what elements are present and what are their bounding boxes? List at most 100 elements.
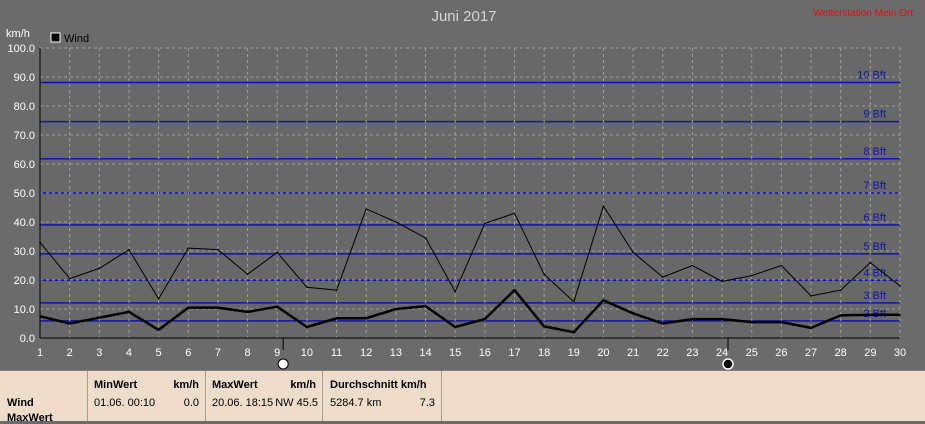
data-point-daily-mean [217,306,219,309]
data-point-daily-max [780,264,783,267]
data-point-daily-mean [157,329,160,331]
y-tick-label: 90.0 [14,72,35,84]
x-tick-label: 7 [215,347,221,359]
x-tick-label: 6 [185,347,191,359]
data-point-daily-max [306,286,308,289]
x-tick-label: 16 [479,347,491,359]
data-point-daily-mean [632,312,634,315]
data-point-daily-max [572,300,575,303]
x-tick-label: 11 [331,347,342,359]
x-tick-label: 30 [894,347,906,359]
data-point-daily-mean [39,315,41,318]
x-tick-label: 10 [301,347,313,359]
avg-distance: 5284.7 km [330,397,382,409]
data-point-daily-max [68,277,71,280]
y-tick-label: 20.0 [14,275,35,287]
data-point-daily-max [98,267,101,270]
chart-title: Juni 2017 [431,8,496,25]
y-tick-label: 60.0 [14,159,35,171]
y-axis-label: km/h [6,28,30,40]
data-point-daily-max [691,264,694,267]
x-tick-label: 17 [508,347,520,359]
data-point-daily-mean [543,325,545,328]
x-tick-label: 23 [686,347,698,359]
x-tick-label: 8 [245,347,251,359]
beaufort-label: 6 Bft [863,212,886,224]
data-point-daily-max [217,248,219,251]
data-point-daily-max [750,274,753,277]
y-tick-label: 30.0 [14,246,35,258]
data-point-daily-mean [780,321,783,323]
data-point-daily-max [513,212,516,215]
data-point-daily-mean [246,311,249,313]
x-tick-label: 2 [67,347,73,359]
x-tick-label: 18 [538,347,550,359]
max-unit: km/h [290,379,316,391]
data-point-daily-mean [276,305,279,308]
x-tick-label: 27 [805,347,817,359]
data-point-daily-max [246,273,249,276]
data-point-daily-mean [306,326,308,328]
beaufort-label: 9 Bft [863,109,886,121]
min-cell: MinWert km/h 01.06. 00:10 0.0 [88,371,206,421]
max-cell: MaxWert km/h 20.06. 18:15 NW 45.5 [206,371,323,421]
max-dir-value: NW 45.5 [275,397,318,409]
data-point-daily-mean [602,299,605,302]
data-point-daily-mean [750,321,753,323]
beaufort-label: 5 Bft [863,241,886,253]
x-tick-label: 1 [37,347,43,359]
series-daily-mean [39,288,900,334]
y-tick-label: 10.0 [14,304,35,316]
x-tick-label: 24 [716,347,728,359]
data-point-daily-mean [98,316,101,319]
data-point-daily-mean [869,314,872,316]
data-point-daily-mean [810,327,812,329]
grid-layer [39,47,901,339]
y-tick-label: 40.0 [14,217,35,229]
x-tick-label: 3 [96,347,102,359]
data-point-daily-mean [899,314,901,316]
data-point-daily-max [157,298,160,300]
tick-layer: 0.0 10.0 20.0 30.0 40.0 50.0 60.0 70.0 80.0 90.0 1… [7,43,906,359]
x-tick-label: 21 [627,347,639,359]
data-point-daily-mean [365,317,368,320]
data-point-daily-mean [661,322,664,325]
data-point-daily-max [869,261,872,264]
avg-cell: Durchschnitt km/h 5284.7 km 7.3 [323,371,442,421]
x-tick-label: 20 [597,347,609,359]
x-tick-label: 14 [419,347,431,359]
x-tick-label: 29 [864,347,876,359]
data-point-daily-mean [691,318,694,320]
data-point-daily-mean [187,306,190,309]
data-point-daily-max [661,276,664,278]
data-point-daily-max [899,285,901,287]
data-point-daily-mean [454,326,456,328]
beaufort-label: 7 Bft [863,180,886,192]
min-unit: km/h [173,379,199,391]
data-point-daily-mean [513,289,516,291]
data-point-daily-max [187,247,190,249]
data-point-daily-max [454,290,456,293]
row-label-maxwert: MaxWert [7,412,53,424]
row-label-wind: Wind [7,397,34,409]
legend-swatch [50,32,61,43]
y-tick-label: 70.0 [14,130,35,142]
series-daily-max [39,205,901,303]
x-tick-label: 28 [835,347,847,359]
series-layer [39,205,901,370]
max-header: MaxWert [212,379,258,391]
x-tick-label: 9 [274,347,280,359]
y-tick-label: 80.0 [14,101,35,113]
data-point-daily-max [335,289,338,291]
y-tick-label: 0.0 [20,333,35,345]
beaufort-label: 10 Bft [857,70,886,82]
data-point-daily-max [721,280,723,283]
data-point-daily-max [632,251,634,254]
new-moon-icon [722,358,734,370]
data-point-daily-mean [721,318,723,320]
x-tick-label: 25 [746,347,758,359]
x-tick-label: 4 [126,347,132,359]
data-point-daily-mean [68,322,71,325]
min-datetime: 01.06. 00:10 [94,397,156,409]
